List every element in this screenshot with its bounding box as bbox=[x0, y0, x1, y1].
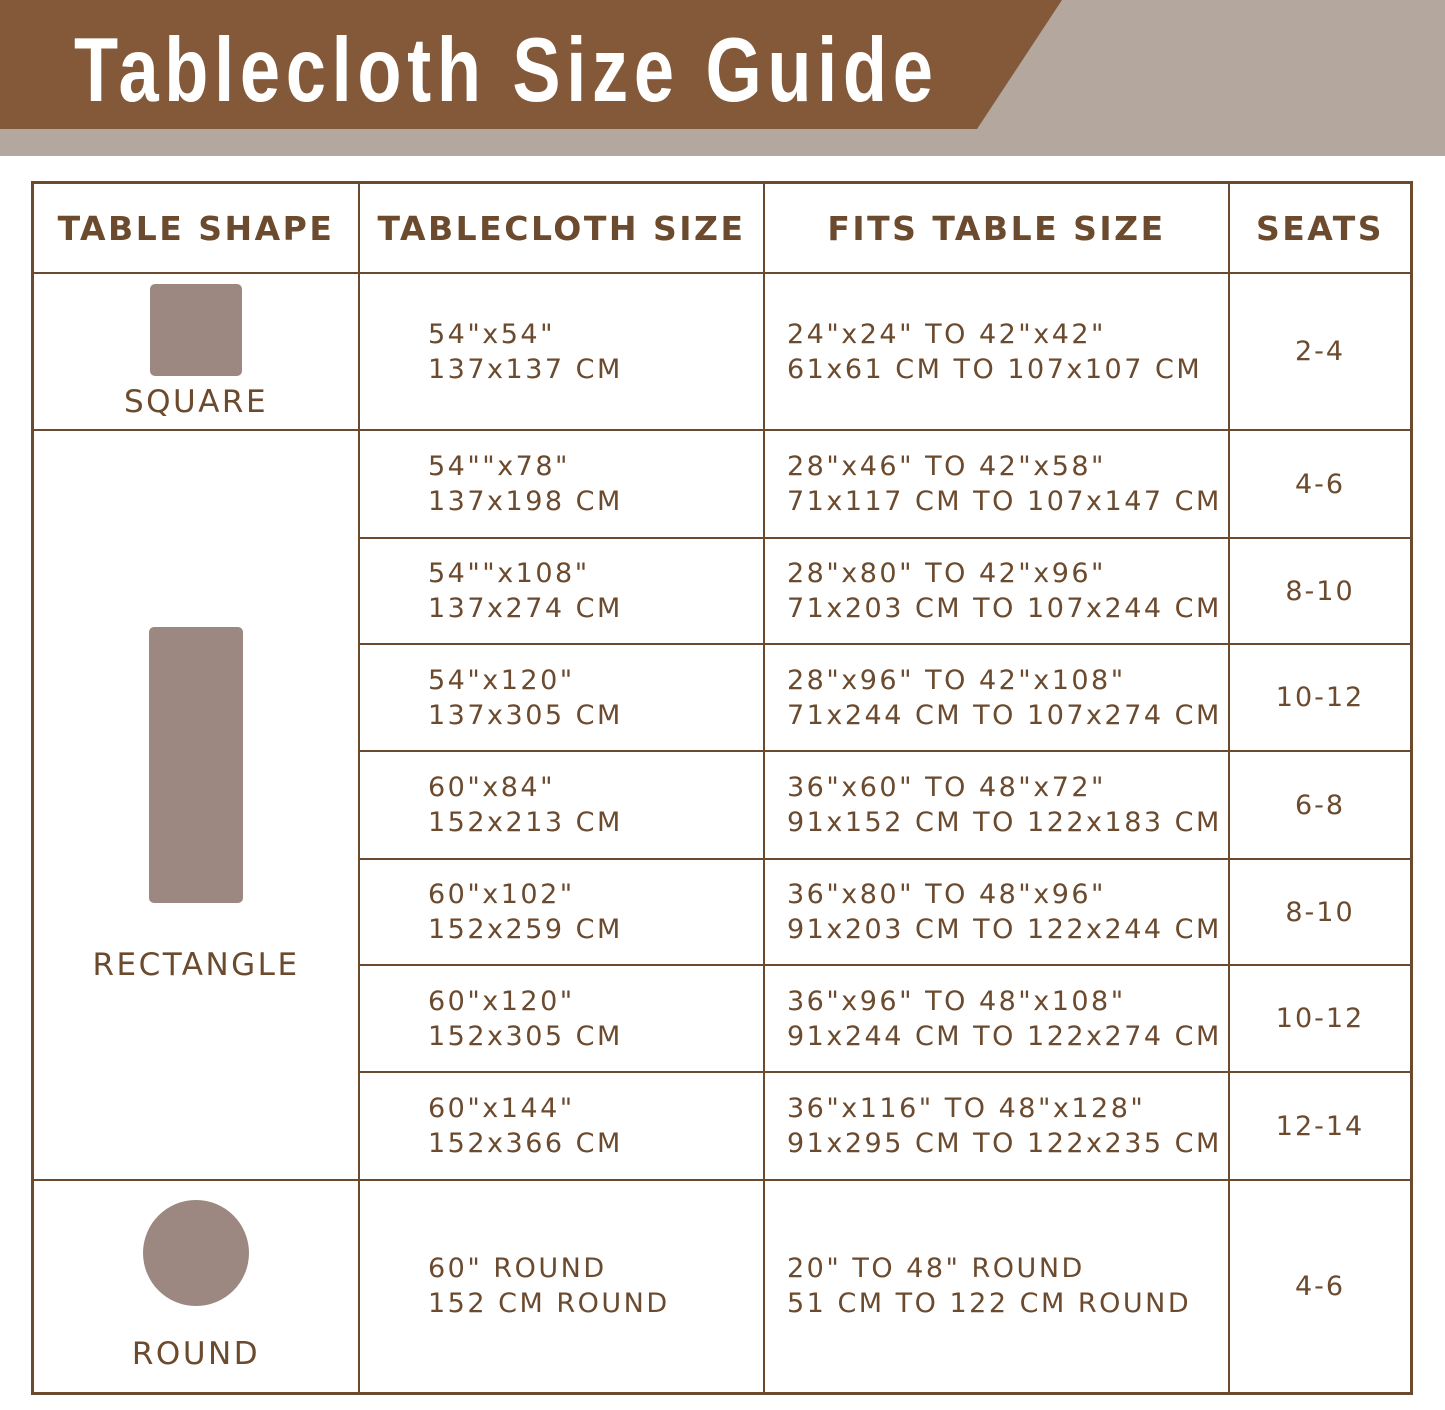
header-fits-table-size: FITS TABLE SIZE bbox=[763, 181, 1230, 274]
fits-cm: 91x152 CM TO 122x183 CM bbox=[787, 807, 1222, 838]
size-inches: 60"x84" bbox=[428, 772, 556, 803]
fits-cm: 71x244 CM TO 107x274 CM bbox=[787, 699, 1222, 731]
fits-table-size-cell: 28"x96" TO 42"x108" 71x244 CM TO 107x274 … bbox=[763, 643, 1230, 752]
fits-table-size-cell: 36"x80" TO 48"x96" 91x203 CM TO 122x244 C… bbox=[763, 858, 1230, 966]
fits-inches: 28"x80" TO 42"x96" bbox=[787, 558, 1106, 589]
size-cm: 137x305 CM bbox=[428, 699, 623, 731]
fits-cm: 71x117 CM TO 107x147 CM bbox=[787, 486, 1222, 517]
size-inches: 54""x78" bbox=[428, 451, 570, 482]
fits-table-size-cell: 36"x116" TO 48"x128" 91x295 CM TO 122x235… bbox=[763, 1071, 1230, 1181]
tablecloth-size-cell: 54"x120" 137x305 CM bbox=[358, 643, 765, 752]
fits-inches: 36"x60" TO 48"x72" bbox=[787, 772, 1106, 803]
shape-cell-rectangle: RECTANGLE bbox=[31, 429, 360, 1181]
fits-cm: 51 CM TO 122 CM ROUND bbox=[787, 1288, 1192, 1320]
fits-cm: 71x203 CM TO 107x244 CM bbox=[787, 593, 1222, 624]
tablecloth-size-cell: 60" ROUND 152 CM ROUND bbox=[358, 1179, 765, 1394]
header-seats: SEATS bbox=[1228, 181, 1413, 274]
size-cm: 137x198 CM bbox=[428, 486, 623, 517]
size-cm: 152x305 CM bbox=[428, 1020, 623, 1052]
fits-table-size-cell: 28"x46" TO 42"x58" 71x117 CM TO 107x147 C… bbox=[763, 429, 1230, 539]
size-table: TABLE SHAPE TABLECLOTH SIZE FITS TABLE S… bbox=[31, 181, 1413, 1395]
tablecloth-size-cell: 60"x144" 152x366 CM bbox=[358, 1071, 765, 1181]
size-inches: 60" ROUND bbox=[428, 1253, 607, 1285]
table-row: 54""x108" 137x274 CM 28"x80" TO 42"x96" 71x… bbox=[33, 537, 1413, 645]
seats-cell: 10-12 bbox=[1228, 643, 1413, 752]
size-cm: 152x259 CM bbox=[428, 914, 623, 945]
size-cm: 152x366 CM bbox=[428, 1128, 623, 1159]
fits-inches: 36"x80" TO 48"x96" bbox=[787, 879, 1106, 910]
fits-table-size-cell: 28"x80" TO 42"x96" 71x203 CM TO 107x244 C… bbox=[763, 537, 1230, 645]
fits-table-size-cell: 36"x60" TO 48"x72" 91x152 CM TO 122x183 C… bbox=[763, 750, 1230, 860]
square-shape-icon bbox=[150, 283, 242, 376]
shape-label: RECTANGLE bbox=[92, 947, 300, 983]
fits-table-size-cell: 20" TO 48" ROUND 51 CM TO 122 CM ROUND bbox=[763, 1179, 1230, 1394]
page-title: Tablecloth Size Guide bbox=[74, 19, 939, 122]
seats-cell: 8-10 bbox=[1228, 858, 1413, 966]
shape-label: SQUARE bbox=[123, 383, 269, 420]
fits-inches: 36"x96" TO 48"x108" bbox=[787, 985, 1126, 1017]
seats-cell: 6-8 bbox=[1228, 750, 1413, 860]
seats-cell: 4-6 bbox=[1228, 429, 1413, 539]
header-row: TABLE SHAPE TABLECLOTH SIZE FITS TABLE S… bbox=[31, 181, 1413, 274]
size-cm: 137x137 CM bbox=[428, 353, 623, 385]
fits-cm: 91x203 CM TO 122x244 CM bbox=[787, 914, 1222, 945]
header-tablecloth-size: TABLECLOTH SIZE bbox=[358, 181, 765, 274]
fits-cm: 91x244 CM TO 122x274 CM bbox=[787, 1020, 1222, 1052]
fits-inches: 20" TO 48" ROUND bbox=[787, 1253, 1085, 1285]
seats-cell: 10-12 bbox=[1228, 964, 1413, 1073]
tablecloth-size-cell: 60"x120" 152x305 CM bbox=[358, 964, 765, 1073]
size-inches: 60"x102" bbox=[428, 879, 575, 910]
table-row: 60"x144" 152x366 CM 36"x116" TO 48"x128" 91… bbox=[33, 1071, 1413, 1181]
table-row: ROUND 60" ROUND 152 CM ROUND 20" TO 48" ROU… bbox=[31, 1179, 1413, 1394]
tablecloth-size-cell: 54"x54" 137x137 CM bbox=[358, 272, 765, 431]
fits-cm: 91x295 CM TO 122x235 CM bbox=[787, 1128, 1222, 1159]
fits-inches: 28"x96" TO 42"x108" bbox=[787, 664, 1126, 696]
seats-cell: 4-6 bbox=[1228, 1179, 1413, 1394]
size-inches: 54"x120" bbox=[428, 664, 575, 696]
table-row: RECTANGLE 54""x78" 137x198 CM 28"x46" TO 42… bbox=[31, 429, 1413, 1181]
seats-cell: 12-14 bbox=[1228, 1071, 1413, 1181]
table-row: SQUARE 54"x54" 137x137 CM 24"x24" TO 42"x42… bbox=[31, 272, 1413, 431]
shape-label: ROUND bbox=[131, 1336, 261, 1373]
size-cm: 152 CM ROUND bbox=[428, 1288, 670, 1320]
tablecloth-size-cell: 60"x84" 152x213 CM bbox=[358, 750, 765, 860]
table-row: 60"x102" 152x259 CM 36"x80" TO 48"x96" 91x2… bbox=[33, 858, 1413, 966]
fits-inches: 24"x24" TO 42"x42" bbox=[787, 318, 1106, 350]
table-row: 54"x120" 137x305 CM 28"x96" TO 42"x108" 71x… bbox=[33, 643, 1413, 752]
tablecloth-size-cell: 54""x78" 137x198 CM bbox=[358, 429, 765, 539]
tablecloth-size-cell: 60"x102" 152x259 CM bbox=[358, 858, 765, 966]
table-row: 60"x120" 152x305 CM 36"x96" TO 48"x108" 91x… bbox=[33, 964, 1413, 1073]
size-inches: 54"x54" bbox=[428, 318, 556, 350]
size-cm: 137x274 CM bbox=[428, 593, 623, 624]
circle-shape-icon bbox=[143, 1200, 249, 1307]
table-row: 60"x84" 152x213 CM 36"x60" TO 48"x72" 91x15… bbox=[33, 750, 1413, 860]
rectangle-shape-icon bbox=[149, 627, 243, 903]
title-banner bbox=[0, 0, 1062, 129]
fits-table-size-cell: 36"x96" TO 48"x108" 91x244 CM TO 122x274 … bbox=[763, 964, 1230, 1073]
header-table-shape: TABLE SHAPE bbox=[31, 181, 360, 274]
seats-cell: 8-10 bbox=[1228, 537, 1413, 645]
tablecloth-size-cell: 54""x108" 137x274 CM bbox=[358, 537, 765, 645]
size-inches: 54""x108" bbox=[428, 558, 590, 589]
shape-cell-square: SQUARE bbox=[31, 272, 360, 431]
fits-table-size-cell: 24"x24" TO 42"x42" 61x61 CM TO 107x107 CM bbox=[763, 272, 1230, 431]
fits-cm: 61x61 CM TO 107x107 CM bbox=[787, 353, 1203, 385]
fits-inches: 28"x46" TO 42"x58" bbox=[787, 451, 1106, 482]
fits-inches: 36"x116" TO 48"x128" bbox=[787, 1093, 1146, 1124]
seats-cell: 2-4 bbox=[1228, 272, 1413, 431]
size-cm: 152x213 CM bbox=[428, 807, 623, 838]
size-inches: 60"x120" bbox=[428, 985, 575, 1017]
shape-cell-round: ROUND bbox=[31, 1179, 360, 1394]
size-inches: 60"x144" bbox=[428, 1093, 575, 1124]
